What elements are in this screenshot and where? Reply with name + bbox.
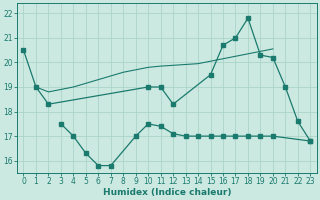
X-axis label: Humidex (Indice chaleur): Humidex (Indice chaleur) — [103, 188, 231, 197]
